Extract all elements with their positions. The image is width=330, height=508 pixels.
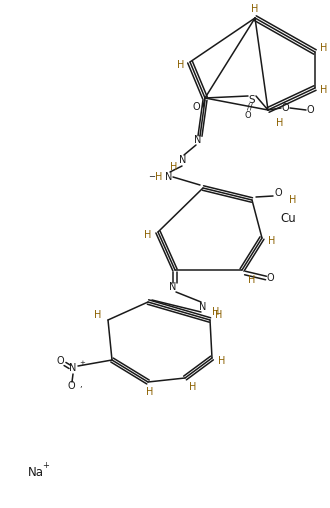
Text: H: H [215,310,223,320]
Text: H: H [212,307,220,317]
Text: N: N [165,172,173,182]
Text: H: H [248,275,256,285]
Text: H: H [289,195,297,205]
Text: N: N [194,135,202,145]
Text: +: + [43,460,50,469]
Text: H: H [320,43,328,53]
Text: H: H [144,230,152,240]
Text: N: N [179,155,187,165]
Text: +: + [79,360,85,366]
Text: //: // [247,103,253,111]
Text: O: O [56,356,64,366]
Text: O: O [306,105,314,115]
Text: O: O [266,273,274,283]
Text: S: S [249,95,255,105]
Text: Na: Na [28,465,44,479]
Text: H: H [276,118,284,128]
Text: N: N [69,363,77,373]
Text: H: H [320,85,328,95]
Text: H: H [251,4,259,14]
Text: H: H [170,162,178,172]
Text: O: O [281,103,289,113]
Text: N: N [199,302,207,312]
Text: H: H [146,387,154,397]
Text: −: − [148,173,155,181]
Text: O: O [274,188,282,198]
Text: Cu: Cu [280,211,296,225]
Text: O: O [192,102,200,112]
Text: O: O [245,111,251,119]
Text: ’: ’ [80,386,82,395]
Text: H: H [218,356,226,366]
Text: O: O [67,381,75,391]
Text: H: H [155,172,163,182]
Text: H: H [94,310,102,320]
Text: N: N [169,282,177,292]
Text: H: H [189,382,197,392]
Text: H: H [268,236,276,246]
Text: H: H [177,60,185,70]
